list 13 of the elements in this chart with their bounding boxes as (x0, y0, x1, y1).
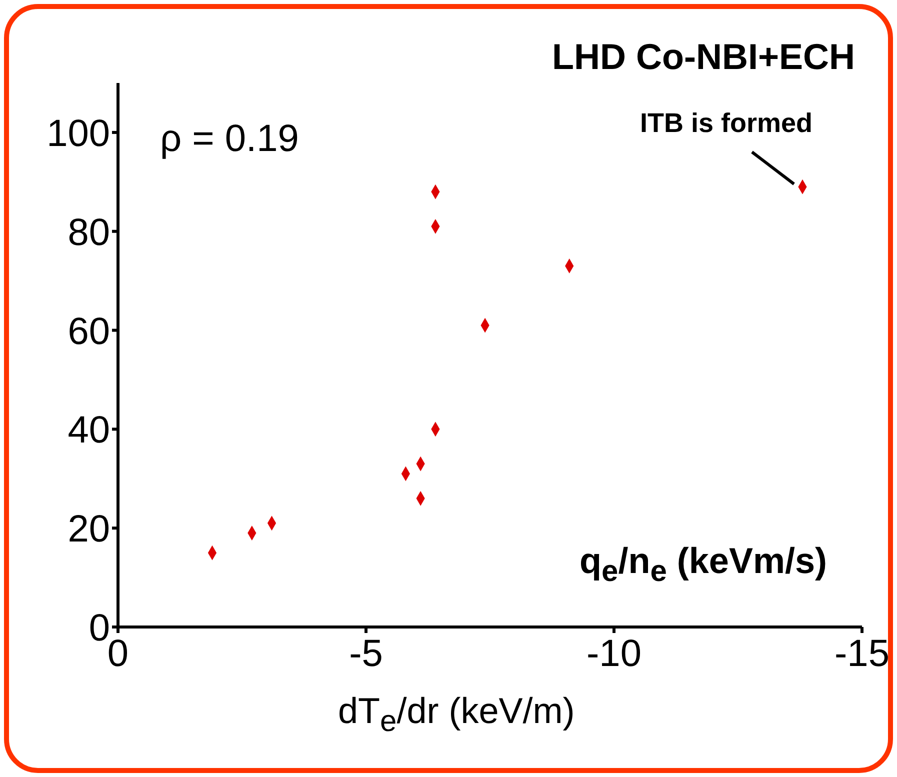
x-tick-label: -10 (586, 632, 642, 675)
y-tick-label: 40 (68, 410, 110, 452)
y-tick-label: 60 (68, 310, 110, 353)
y-tick-label: 20 (68, 508, 110, 551)
annotation: ρ = 0.19 (160, 118, 299, 161)
x-tick-label: -15 (834, 632, 890, 675)
annotation: ITB is formed (640, 108, 813, 139)
y-tick-label: 100 (46, 112, 110, 155)
y-axis-title: q$_{e}$/n$_{e}$ (keVm/s) (580, 540, 827, 590)
y-tick-label: 80 (68, 212, 110, 254)
x-tick-label: -5 (349, 632, 383, 675)
x-axis-title: dT$_{e}$/dr (keV/m) (338, 690, 575, 740)
chart-title: LHD Co-NBI+ECH (552, 36, 855, 78)
